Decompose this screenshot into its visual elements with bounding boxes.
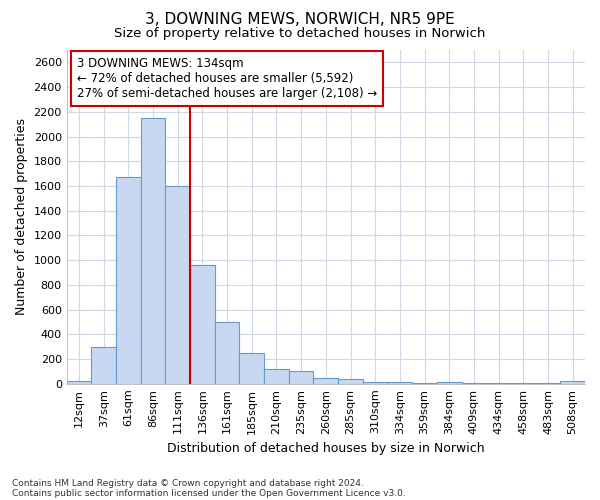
Bar (338, 380, 363, 384)
Bar (116, 178, 141, 384)
Bar (215, 322, 239, 384)
Bar (486, 382, 511, 384)
Bar (141, 118, 166, 384)
Bar (239, 353, 264, 384)
Text: 3, DOWNING MEWS, NORWICH, NR5 9PE: 3, DOWNING MEWS, NORWICH, NR5 9PE (145, 12, 455, 28)
Y-axis label: Number of detached properties: Number of detached properties (15, 118, 28, 316)
Bar (461, 382, 486, 384)
Bar (388, 382, 412, 384)
Bar (363, 382, 388, 384)
Bar (511, 382, 536, 384)
Text: 3 DOWNING MEWS: 134sqm
← 72% of detached houses are smaller (5,592)
27% of semi-: 3 DOWNING MEWS: 134sqm ← 72% of detached… (77, 56, 377, 100)
Bar (437, 382, 461, 384)
Bar (313, 378, 338, 384)
Bar (67, 380, 91, 384)
Bar (190, 265, 215, 384)
Bar (91, 346, 116, 384)
Bar (412, 382, 437, 384)
Bar (166, 186, 190, 384)
Bar (536, 383, 560, 384)
Bar (289, 372, 313, 384)
Text: Contains HM Land Registry data © Crown copyright and database right 2024.: Contains HM Land Registry data © Crown c… (12, 478, 364, 488)
X-axis label: Distribution of detached houses by size in Norwich: Distribution of detached houses by size … (167, 442, 485, 455)
Text: Contains public sector information licensed under the Open Government Licence v3: Contains public sector information licen… (12, 488, 406, 498)
Bar (560, 382, 585, 384)
Text: Size of property relative to detached houses in Norwich: Size of property relative to detached ho… (115, 28, 485, 40)
Bar (264, 369, 289, 384)
